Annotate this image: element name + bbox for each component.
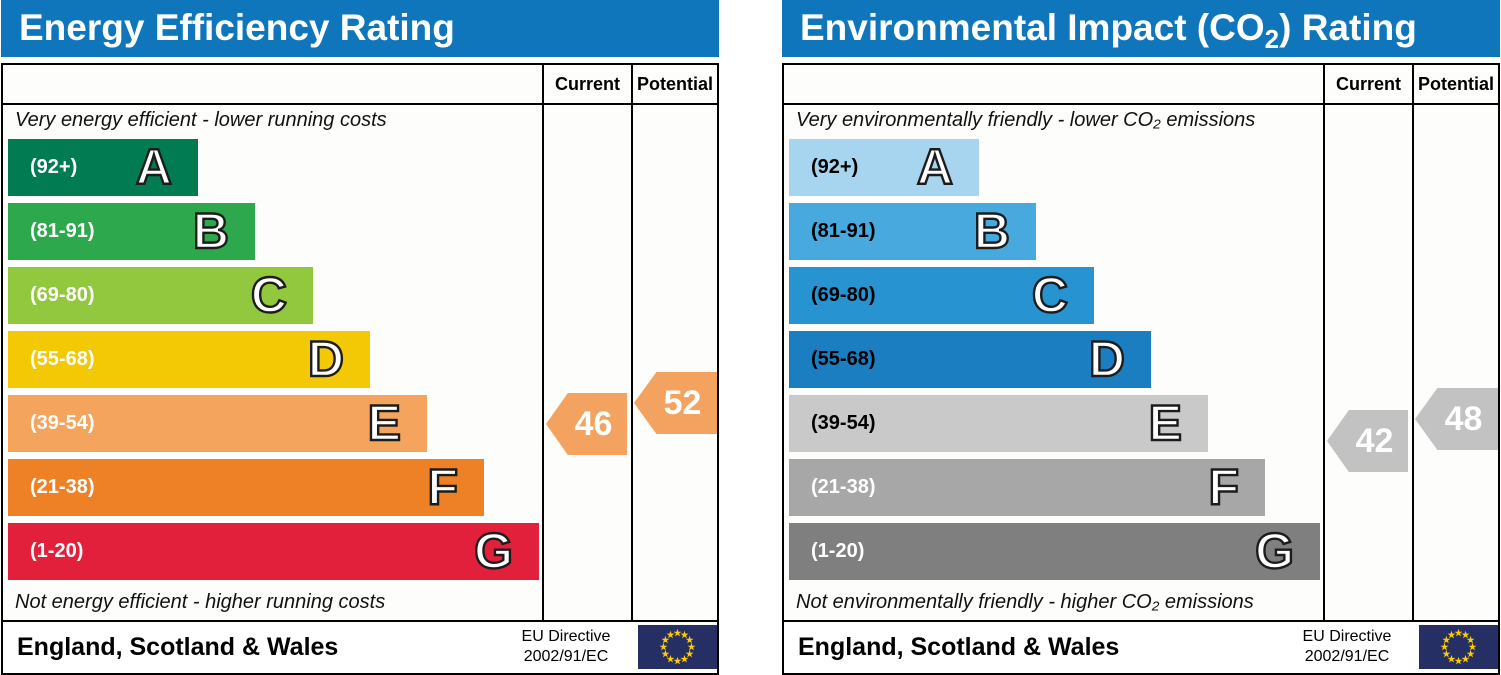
header-row-divider (3, 103, 717, 105)
band-b-letter: B (973, 202, 1012, 260)
environmental-impact-chart: Environmental Impact (CO2) Rating Curren… (782, 0, 1500, 675)
energy-efficiency-table: Current Potential Very energy efficient … (1, 63, 719, 675)
band-a-range: (92+) (30, 156, 78, 178)
potential-rating-arrow: 48 (1415, 388, 1498, 450)
band-f-letter: F (1207, 458, 1240, 516)
band-f: (21-38) F (8, 458, 484, 516)
band-b: (81-91) B (8, 202, 255, 260)
band-e: (39-54) E (789, 394, 1208, 452)
band-g: (1-20) G (8, 522, 539, 580)
potential-column-header: Potential (1417, 74, 1494, 94)
band-c-range: (69-80) (30, 284, 95, 306)
energy-efficiency-body: Very energy efficient - lower running co… (3, 105, 717, 620)
region-label: England, Scotland & Wales (798, 633, 1120, 661)
title-text-after: ) Rating (1279, 7, 1417, 48)
band-b: (81-91) B (789, 202, 1036, 260)
eu-directive-line1: EU Directive (1302, 628, 1392, 645)
eu-directive-label: EU Directive 2002/91/EC (1284, 627, 1410, 667)
title-subscript: 2 (1264, 24, 1280, 54)
band-c-range: (69-80) (811, 284, 876, 306)
energy-efficiency-chart: Energy Efficiency Rating Current Potenti… (1, 0, 719, 675)
current-column-header: Current (1335, 74, 1401, 94)
title-text: Environmental Impact (CO (800, 7, 1265, 48)
environmental-impact-body: Very environmentally friendly - lower CO… (784, 105, 1498, 620)
band-d: (55-68) D (8, 330, 370, 388)
band-d-range: (55-68) (30, 348, 95, 370)
eu-directive-line2: 2002/91/EC (523, 648, 609, 665)
band-e: (39-54) E (8, 394, 427, 452)
header-row-divider (784, 103, 1498, 105)
band-a-letter: A (916, 138, 955, 196)
band-e-range: (39-54) (811, 412, 876, 434)
eu-directive-line1: EU Directive (521, 628, 611, 645)
energy-efficiency-title: Energy Efficiency Rating (1, 0, 719, 57)
band-c-letter: C (1031, 266, 1070, 324)
band-d: (55-68) D (789, 330, 1151, 388)
band-g-letter: G (1254, 522, 1295, 580)
band-b-letter: B (192, 202, 231, 260)
band-g-range: (1-20) (811, 540, 865, 562)
potential-rating-arrow: 52 (634, 372, 717, 434)
column-divider (1323, 65, 1325, 622)
band-d-range: (55-68) (811, 348, 876, 370)
title-text: Energy Efficiency Rating (19, 7, 455, 48)
band-e-letter: E (1147, 394, 1183, 452)
eu-directive-label: EU Directive 2002/91/EC (503, 627, 629, 667)
current-rating-value: 42 (1355, 421, 1394, 460)
chart-footer: England, Scotland & Wales EU Directive 2… (784, 622, 1498, 673)
band-b-range: (81-91) (30, 220, 95, 242)
band-c-letter: C (250, 266, 289, 324)
top-note: Very environmentally friendly - lower CO… (796, 109, 1256, 131)
band-f-range: (21-38) (30, 476, 95, 498)
band-e-range: (39-54) (30, 412, 95, 434)
current-rating-arrow: 42 (1327, 410, 1408, 472)
band-a-range: (92+) (811, 156, 859, 178)
region-label: England, Scotland & Wales (17, 633, 339, 661)
band-c: (69-80) C (789, 266, 1094, 324)
band-g-range: (1-20) (30, 540, 84, 562)
band-e-letter: E (366, 394, 402, 452)
potential-column-header: Potential (636, 74, 713, 94)
footer-row-divider (784, 620, 1498, 622)
eu-directive-line2: 2002/91/EC (1304, 648, 1390, 665)
band-f-range: (21-38) (811, 476, 876, 498)
potential-rating-value: 52 (663, 383, 702, 422)
band-d-letter: D (1088, 330, 1127, 388)
eu-flag-icon (1419, 625, 1498, 669)
band-a-letter: A (135, 138, 174, 196)
bottom-note: Not environmentally friendly - higher CO… (796, 591, 1254, 613)
current-column-header: Current (554, 74, 620, 94)
band-b-range: (81-91) (811, 220, 876, 242)
band-a: (92+) A (789, 138, 979, 196)
band-g-letter: G (473, 522, 514, 580)
footer-row-divider (3, 620, 717, 622)
column-divider (631, 65, 633, 622)
band-g: (1-20) G (789, 522, 1320, 580)
band-d-letter: D (307, 330, 346, 388)
top-note: Very energy efficient - lower running co… (15, 109, 387, 131)
column-divider (542, 65, 544, 622)
potential-rating-value: 48 (1444, 399, 1483, 438)
current-rating-arrow: 46 (546, 393, 627, 455)
band-a: (92+) A (8, 138, 198, 196)
chart-footer: England, Scotland & Wales EU Directive 2… (3, 622, 717, 673)
column-divider (1412, 65, 1414, 622)
band-c: (69-80) C (8, 266, 313, 324)
band-f: (21-38) F (789, 458, 1265, 516)
band-f-letter: F (426, 458, 459, 516)
environmental-impact-table: Current Potential Very environmentally f… (782, 63, 1500, 675)
environmental-impact-title: Environmental Impact (CO2) Rating (782, 0, 1500, 57)
eu-flag-icon (638, 625, 717, 669)
current-rating-value: 46 (574, 404, 613, 443)
bottom-note: Not energy efficient - higher running co… (15, 591, 386, 613)
